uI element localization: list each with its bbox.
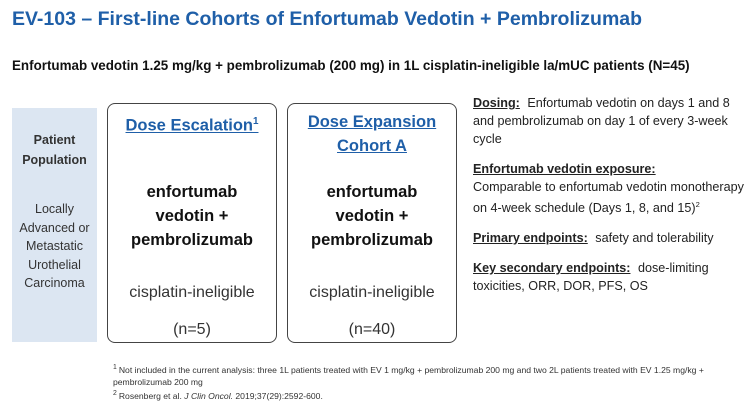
detail-item: Primary endpoints: safety and tolerabili… (473, 229, 751, 247)
superscript: 1 (252, 116, 259, 127)
footnote-citation: 2019;37(29):2592-600. (235, 390, 323, 401)
cohort-box: Dose Expansion Cohort A enfortumab vedot… (287, 103, 457, 343)
detail-text: dose-limiting toxicities, ORR, DOR, PFS,… (473, 261, 709, 294)
cohort-n: (n=5) (173, 321, 211, 338)
footnote: 2 Rosenberg et al. J Clin Oncol. 2019;37(… (113, 388, 713, 402)
footnote-text: Not included in the current analysis: th… (113, 364, 704, 387)
cohort-n: (n=40) (348, 321, 396, 338)
heading-text: Dose Escalation (125, 116, 253, 135)
footnotes: 1 Not included in the current analysis: t… (113, 362, 713, 402)
heading-text: Dose Expansion Cohort A (307, 113, 437, 155)
cohort-eligibility: cisplatin-ineligible (309, 284, 435, 301)
detail-label: Key secondary endpoints: (473, 261, 631, 276)
population-heading: Patient Population (22, 133, 87, 167)
detail-label: Enfortumab vedotin exposure: (473, 162, 656, 176)
cohort-drug: enfortumab vedotin + pembrolizumab (131, 183, 253, 249)
details: Dosing: Enfortumab vedotin on days 1 and… (473, 94, 751, 307)
detail-label: Primary endpoints: (473, 231, 588, 246)
detail-text: Comparable to enfortumab vedotin monothe… (473, 180, 744, 216)
population-box: Patient Population Locally Advanced or M… (12, 108, 97, 342)
subtitle: Enfortumab vedotin 1.25 mg/kg + pembroli… (12, 58, 690, 73)
footnote-marker: 1 (113, 364, 117, 371)
footnote-marker: 2 (113, 389, 117, 397)
detail-item: Enfortumab vedotin exposure: Comparable t… (473, 160, 751, 217)
cohort-drug: enfortumab vedotin + pembrolizumab (311, 183, 433, 249)
detail-item: Key secondary endpoints: dose-limiting t… (473, 259, 751, 295)
cohort-heading: Dose Escalation1 (108, 110, 276, 138)
footnote: 1 Not included in the current analysis: t… (113, 362, 713, 388)
detail-label: Dosing: (473, 96, 520, 110)
detail-text: safety and tolerability (595, 231, 714, 246)
slide-title: EV-103 – First-line Cohorts of Enfortuma… (12, 8, 643, 30)
footnote-journal: J Clin Oncol. (184, 390, 233, 401)
detail-item: Dosing: Enfortumab vedotin on days 1 and… (473, 94, 751, 148)
cohort-heading: Dose Expansion Cohort A (288, 110, 456, 158)
cohort-eligibility: cisplatin-ineligible (129, 284, 255, 301)
population-text: Locally Advanced or Metastatic Urothelia… (19, 202, 90, 290)
footnote-author: Rosenberg et al. (118, 390, 182, 401)
cohort-box: Dose Escalation1 enfortumab vedotin + pe… (107, 103, 277, 343)
detail-text: Enfortumab vedotin on days 1 and 8 and p… (473, 96, 730, 146)
superscript: 2 (695, 200, 700, 209)
